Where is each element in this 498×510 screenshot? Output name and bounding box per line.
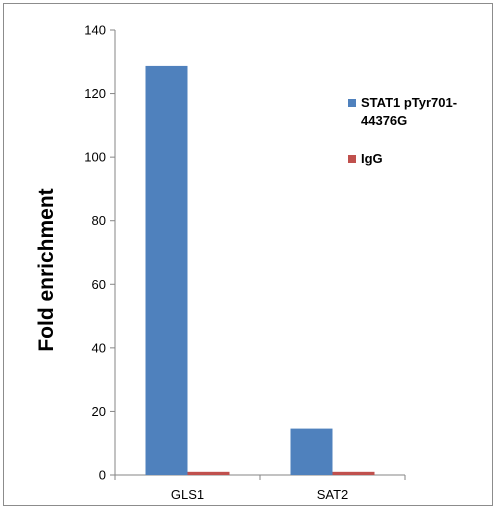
legend-swatch: [348, 155, 356, 163]
x-tick-label: GLS1: [171, 487, 204, 502]
bar-sat2-igg: [332, 471, 375, 475]
legend: STAT1 pTyr701- 44376G IgG: [348, 95, 457, 166]
y-tick-label: 60: [92, 277, 106, 292]
bar-gls1-igg: [187, 471, 230, 475]
chart-frame: [3, 3, 493, 506]
bars: [145, 65, 375, 476]
x-axis: GLS1 SAT2: [114, 474, 406, 502]
x-tick-label: SAT2: [317, 487, 349, 502]
y-tick-label: 80: [92, 213, 106, 228]
y-tick-label: 40: [92, 340, 106, 355]
y-tick-label: 140: [84, 23, 106, 38]
legend-swatch: [348, 99, 356, 107]
y-tick-label: 20: [92, 404, 106, 419]
y-axis-label: Fold enrichment: [35, 188, 58, 351]
legend-label: STAT1 pTyr701-: [361, 95, 457, 110]
legend-label: 44376G: [361, 113, 407, 128]
y-tick-label: 0: [99, 468, 106, 483]
bar-gls1-stat1: [145, 65, 188, 476]
y-axis: 0 20 40 60 80 100 120 140: [84, 23, 116, 483]
y-tick-label: 100: [84, 150, 106, 165]
bar-sat2-stat1: [290, 428, 333, 475]
y-tick-label: 120: [84, 86, 106, 101]
legend-label: IgG: [361, 151, 383, 166]
